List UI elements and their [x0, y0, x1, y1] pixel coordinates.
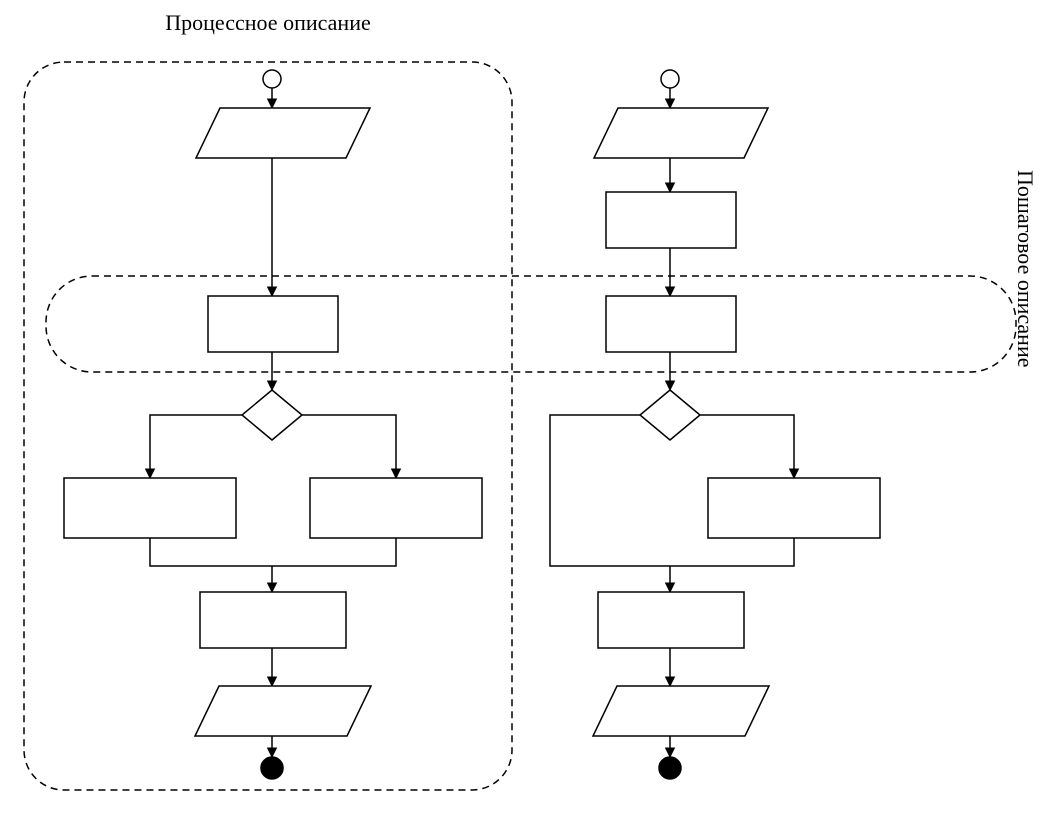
right-edge-dec-procR: [700, 415, 794, 478]
right-proc0: [606, 192, 736, 248]
left-edge-procL-merge: [150, 538, 272, 566]
right-proc2: [598, 592, 744, 648]
left-io1: [196, 108, 370, 158]
flowchart-diagram: Процессное описание Пошаговое описание: [0, 0, 1041, 824]
left-edge-procR-merge: [272, 538, 396, 566]
right-edge-procR-merge: [670, 538, 794, 566]
right-io1: [594, 108, 768, 158]
left-title: Процессное описание: [165, 10, 370, 35]
right-end-node: [659, 757, 681, 779]
right-decision: [640, 390, 700, 440]
right-edge-dec-loop: [550, 415, 670, 566]
right-proc1: [606, 296, 736, 352]
left-start-node: [263, 70, 281, 88]
right-io2: [593, 686, 769, 736]
right-title: Пошаговое описание: [1013, 170, 1038, 368]
left-proc1: [208, 296, 338, 352]
left-decision: [242, 390, 302, 440]
right-start-node: [661, 70, 679, 88]
left-edge-dec-procL: [150, 415, 242, 478]
right-procR: [708, 478, 880, 538]
left-procL: [64, 478, 236, 538]
step-region: [46, 276, 1016, 372]
left-edge-dec-procR: [302, 415, 396, 478]
left-proc2: [200, 592, 346, 648]
left-procR: [310, 478, 482, 538]
left-io2: [195, 686, 371, 736]
left-end-node: [261, 757, 283, 779]
